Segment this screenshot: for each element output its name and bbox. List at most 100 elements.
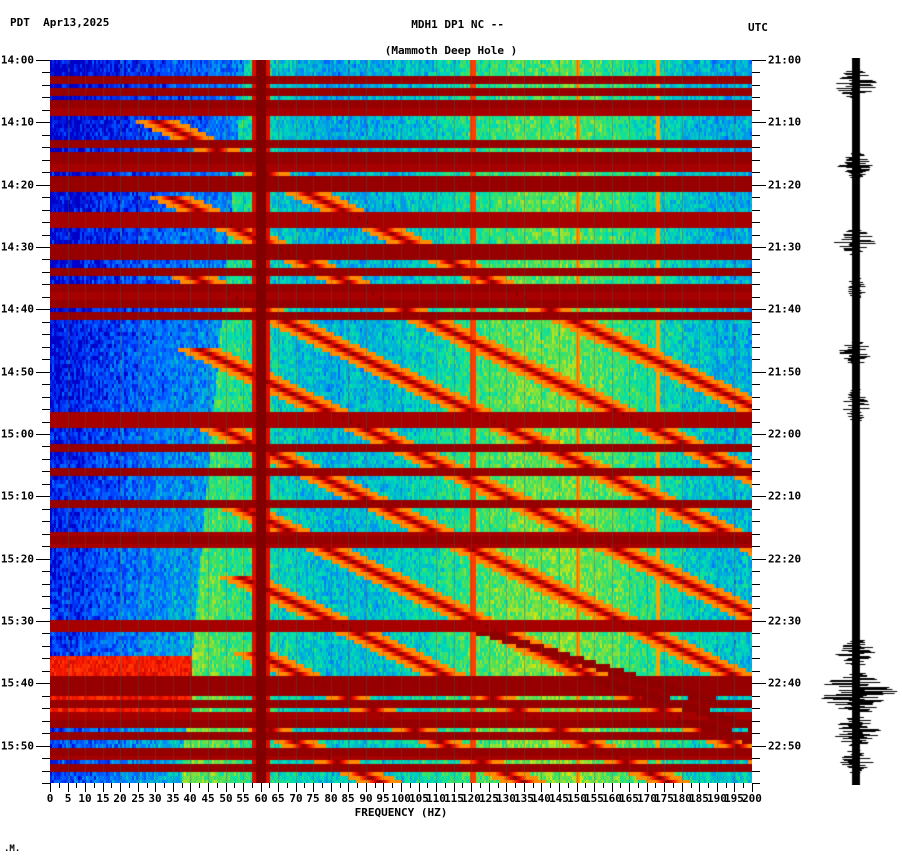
freq-tick-minor (59, 783, 60, 788)
freq-tick-major (506, 783, 507, 792)
axis-tick-minor (752, 72, 760, 73)
axis-tick-minor (42, 160, 50, 161)
freq-tick-major (524, 783, 525, 792)
axis-tick-major (36, 559, 50, 560)
freq-tick-label: 5 (64, 792, 72, 805)
axis-tick-minor (752, 272, 760, 273)
freq-tick-minor (726, 783, 727, 788)
freq-tick-minor (498, 783, 499, 788)
freq-tick-minor (515, 783, 516, 788)
axis-tick-major (752, 309, 766, 310)
header-left-timezone-date: PDT Apr13,2025 (10, 16, 110, 29)
axis-tick-minor (42, 608, 50, 609)
freq-tick-major (734, 783, 735, 792)
freq-tick-label: 145 (549, 792, 569, 805)
pdt-time-label: 14:30 (0, 240, 34, 254)
axis-tick-minor (42, 509, 50, 510)
axis-tick-minor (752, 222, 760, 223)
axis-tick-minor (42, 409, 50, 410)
freq-tick-major (647, 783, 648, 792)
freq-tick-label: 55 (236, 792, 250, 805)
freq-tick-major (85, 783, 86, 792)
axis-tick-minor (752, 696, 760, 697)
pdt-time-label: 14:00 (0, 53, 34, 67)
axis-tick-minor (752, 259, 760, 260)
axis-tick-major (752, 559, 766, 560)
axis-tick-minor (752, 571, 760, 572)
axis-tick-minor (752, 422, 760, 423)
freq-tick-minor (287, 783, 288, 788)
freq-tick-minor (252, 783, 253, 788)
freq-tick-minor (568, 783, 569, 788)
axis-tick-minor (752, 471, 760, 472)
freq-tick-major (138, 783, 139, 792)
freq-tick-label: 15 (96, 792, 110, 805)
freq-tick-label: 200 (742, 792, 762, 805)
axis-tick-minor (42, 584, 50, 585)
freq-tick-label: 105 (409, 792, 429, 805)
freq-tick-label: 30 (148, 792, 162, 805)
axis-tick-minor (42, 210, 50, 211)
axis-tick-major (752, 60, 766, 61)
freq-tick-label: 60 (254, 792, 268, 805)
freq-tick-minor (304, 783, 305, 788)
axis-tick-minor (752, 671, 760, 672)
station-name-line: (Mammoth Deep Hole ) (384, 44, 518, 57)
freq-tick-major (366, 783, 367, 792)
axis-tick-minor (752, 633, 760, 634)
freq-tick-label: 175 (654, 792, 674, 805)
spectrogram-plot[interactable] (50, 60, 752, 783)
freq-tick-label: 45 (201, 792, 215, 805)
axis-tick-minor (752, 297, 760, 298)
axis-tick-major (36, 496, 50, 497)
axis-tick-major (752, 122, 766, 123)
freq-tick-major (436, 783, 437, 792)
freq-tick-major (296, 783, 297, 792)
freq-tick-minor (673, 783, 674, 788)
axis-tick-minor (42, 521, 50, 522)
utc-time-label: 21:40 (768, 302, 802, 316)
axis-tick-minor (752, 359, 760, 360)
axis-tick-minor (42, 72, 50, 73)
axis-tick-minor (752, 459, 760, 460)
axis-tick-minor (42, 235, 50, 236)
freq-tick-label: 65 (271, 792, 285, 805)
freq-tick-major (173, 783, 174, 792)
freq-tick-minor (708, 783, 709, 788)
axis-tick-major (36, 60, 50, 61)
axis-tick-minor (752, 347, 760, 348)
freq-tick-major (383, 783, 384, 792)
freq-tick-minor (322, 783, 323, 788)
axis-tick-major (752, 185, 766, 186)
freq-tick-minor (462, 783, 463, 788)
axis-tick-minor (42, 534, 50, 535)
axis-tick-minor (752, 334, 760, 335)
axis-tick-minor (752, 409, 760, 410)
axis-tick-major (36, 621, 50, 622)
axis-tick-minor (752, 546, 760, 547)
seismogram-trace-panel[interactable] (812, 58, 900, 785)
freq-tick-label: 165 (619, 792, 639, 805)
axis-tick-minor (42, 85, 50, 86)
axis-tick-major (36, 122, 50, 123)
freq-tick-major (577, 783, 578, 792)
pdt-time-label: 15:50 (0, 739, 34, 753)
station-code-line: MDH1 DP1 NC -- (411, 18, 504, 31)
freq-tick-minor (76, 783, 77, 788)
axis-tick-major (752, 683, 766, 684)
axis-tick-minor (752, 733, 760, 734)
freq-tick-label: 100 (391, 792, 411, 805)
axis-tick-minor (752, 197, 760, 198)
freq-tick-label: 155 (584, 792, 604, 805)
freq-tick-label: 70 (289, 792, 303, 805)
axis-tick-minor (752, 484, 760, 485)
axis-tick-minor (752, 235, 760, 236)
pdt-time-label: 14:50 (0, 365, 34, 379)
utc-time-label: 21:00 (768, 53, 802, 67)
axis-tick-minor (42, 571, 50, 572)
freq-tick-label: 170 (637, 792, 657, 805)
freq-tick-major (489, 783, 490, 792)
utc-time-label: 22:20 (768, 552, 802, 566)
axis-tick-major (752, 746, 766, 747)
frequency-axis: 0 5 10 15 20 25 30 35 40 45 50 55 60 65 70 75 80 85 90 95 10… (47, 783, 762, 823)
